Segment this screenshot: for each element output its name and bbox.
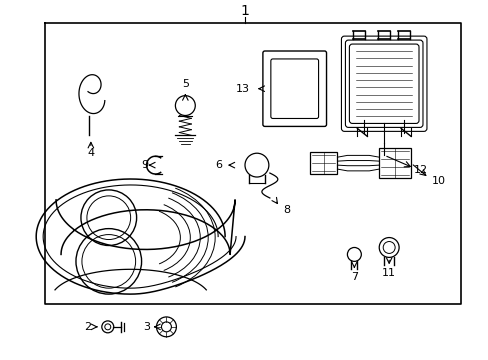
Text: 13: 13 <box>236 84 249 94</box>
Text: 9: 9 <box>141 160 148 170</box>
Text: 5: 5 <box>182 79 188 89</box>
Text: 1: 1 <box>240 4 249 18</box>
Bar <box>309 152 337 174</box>
Text: 6: 6 <box>215 160 222 170</box>
Text: 11: 11 <box>382 268 395 278</box>
Text: 2: 2 <box>83 322 91 332</box>
Text: 12: 12 <box>413 165 427 175</box>
Text: 10: 10 <box>431 176 445 186</box>
Text: 4: 4 <box>87 148 94 158</box>
Text: 3: 3 <box>143 322 150 332</box>
Bar <box>379 148 410 178</box>
Text: 7: 7 <box>350 272 357 282</box>
Text: 8: 8 <box>282 205 289 215</box>
